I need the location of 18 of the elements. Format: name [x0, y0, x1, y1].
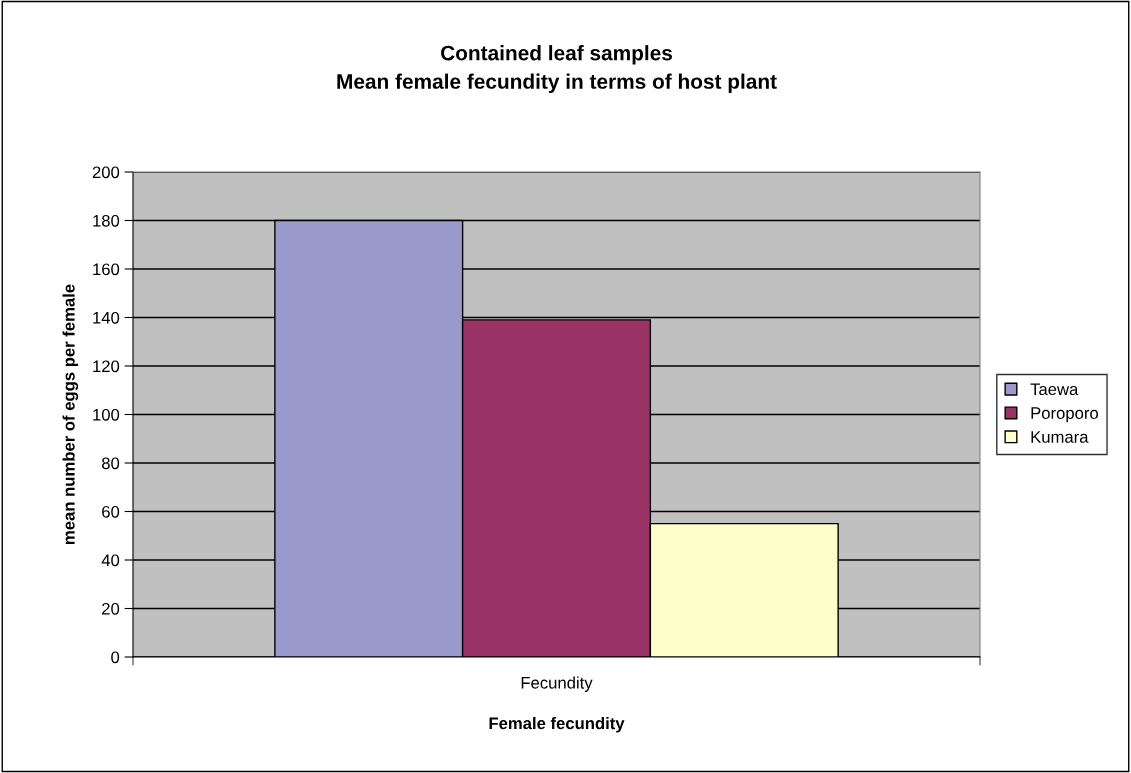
legend-label: Kumara	[1031, 431, 1089, 443]
y-tick-label: 200	[92, 166, 120, 179]
y-tick-label: 40	[101, 554, 120, 567]
y-tick-label: 80	[101, 457, 120, 470]
y-tick-label: 120	[93, 360, 120, 373]
legend-label: Poroporo	[1031, 407, 1098, 423]
y-tick-label: 60	[102, 505, 120, 518]
y-tick-label: 140	[93, 311, 120, 324]
y-axis-title: mean number of eggs per female	[62, 284, 79, 544]
x-tick-label: Fecundity	[521, 676, 593, 692]
y-tick-label: 0	[111, 651, 120, 664]
legend-label: Taewa	[1030, 383, 1079, 396]
y-tick-label: 20	[102, 602, 120, 615]
chart-title: Contained leaf samples Mean female fecundity in terms of host plant	[337, 45, 777, 93]
x-axis-title: Female fecundity	[489, 716, 625, 733]
y-tick-label: 160	[93, 263, 120, 276]
y-tick-label: 100	[93, 408, 120, 421]
y-tick-label: 180	[93, 214, 120, 227]
